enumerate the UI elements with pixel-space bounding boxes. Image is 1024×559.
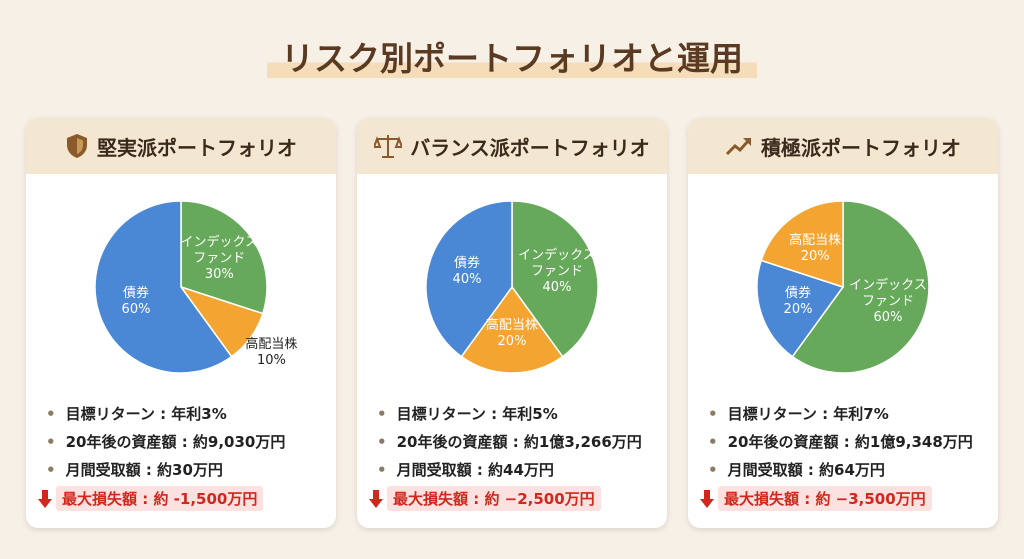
slice-label: 債券 20%: [784, 286, 813, 318]
card-header: 積極派ポートフォリオ: [688, 118, 998, 174]
slice-label: 高配当株 20%: [789, 233, 841, 265]
slice-label: 高配当株 20%: [486, 318, 538, 350]
bullet-list: 目標リターン : 年利5% 20年後の資産額 : 約1億3,266万円 月間受取…: [357, 394, 667, 484]
slice-value: 20%: [800, 248, 830, 264]
slice-value: 60%: [873, 309, 903, 325]
pie-area: インデックス ファンド 40% 高配当株 20% 債券 40%: [357, 174, 667, 394]
down-arrow: [38, 489, 52, 508]
pie-slice: [756, 259, 845, 358]
slice-category: 債券: [784, 285, 811, 301]
pie-slice: [511, 200, 599, 358]
slice-category: 高配当株: [485, 318, 539, 334]
bullet: 目標リターン : 年利7%: [708, 400, 998, 428]
pie-area: インデックス ファンド 30% 高配当株 10% 債券 60%: [26, 174, 336, 394]
card-title: 積極派ポートフォリオ: [761, 135, 961, 160]
page-title: リスク別ポートフォリオと運用: [0, 32, 1024, 80]
slice-label: 債券 60%: [122, 286, 151, 318]
slice-label: 債券 40%: [453, 256, 482, 288]
slice-label: 高配当株 10%: [245, 337, 297, 369]
bullet: 目標リターン : 年利5%: [377, 400, 667, 428]
bullet: 月間受取額 : 約44万円: [377, 456, 667, 484]
slice-value: 20%: [497, 334, 527, 350]
loss-text: 最大損失額 : 約 −2,500万円: [387, 486, 601, 511]
slice-label: インデックス ファンド 40%: [518, 248, 596, 296]
bullet: 月間受取額 : 約64万円: [708, 456, 998, 484]
scale-icon: [374, 135, 403, 158]
slice-category: 高配当株: [789, 232, 842, 248]
slice-value: 10%: [256, 352, 286, 368]
slice-category: 債券: [453, 256, 480, 272]
pie-slice: [791, 200, 930, 374]
slice-category: 高配当株: [245, 336, 298, 352]
pie-chart: [756, 200, 930, 374]
pie-slice: [425, 200, 513, 358]
bullet-list: 目標リターン : 年利3% 20年後の資産額 : 約9,030万円 月間受取額 …: [26, 394, 336, 484]
pie-slice: [180, 200, 268, 315]
loss-text: 最大損失額 : 約 -1,500万円: [56, 486, 264, 511]
slice-value: 20%: [783, 301, 813, 317]
slice-value: 40%: [452, 272, 482, 288]
card-title: バランス派ポートフォリオ: [410, 135, 650, 160]
slice-category: 債券: [122, 285, 149, 301]
pie-chart: [425, 200, 599, 374]
trend-icon: [725, 138, 751, 156]
pie-area: インデックス ファンド 60% 債券 20% 高配当株 20%: [688, 174, 998, 394]
loss-row: 最大損失額 : 約 -1,500万円: [38, 486, 336, 511]
card-title: 堅実派ポートフォリオ: [97, 135, 297, 160]
pie-slice: [94, 200, 233, 374]
slice-category: インデックス ファンド: [849, 277, 927, 309]
title-text: リスク別ポートフォリオと運用: [267, 39, 757, 78]
slice-value: 40%: [542, 280, 572, 296]
slice-value: 30%: [204, 267, 234, 283]
bullet-list: 目標リターン : 年利7% 20年後の資産額 : 約1億9,348万円 月間受取…: [688, 394, 998, 484]
bullet: 月間受取額 : 約30万円: [46, 456, 336, 484]
slice-label: インデックス ファンド 30%: [180, 235, 258, 283]
shield-icon: [67, 134, 87, 158]
loss-row: 最大損失額 : 約 −3,500万円: [700, 486, 998, 511]
slice-value: 60%: [121, 301, 151, 317]
loss-row: 最大損失額 : 約 −2,500万円: [369, 486, 667, 511]
pie-chart: [94, 200, 268, 374]
bullet: 目標リターン : 年利3%: [46, 400, 336, 428]
slice-category: インデックス ファンド: [180, 235, 259, 267]
pie-slice: [760, 200, 844, 289]
slice-label: インデックス ファンド 60%: [849, 278, 927, 326]
card: バランス派ポートフォリオ インデックス ファンド 40% 高配当株 20% 債券 40% …: [357, 118, 667, 528]
loss-text: 最大損失額 : 約 −3,500万円: [718, 486, 932, 511]
card-header: 堅実派ポートフォリオ: [26, 118, 336, 174]
bullet: 20年後の資産額 : 約1億9,348万円: [708, 428, 998, 456]
card-header: バランス派ポートフォリオ: [357, 118, 667, 174]
bullet: 20年後の資産額 : 約9,030万円: [46, 428, 336, 456]
slice-category: インデックス ファンド: [518, 248, 596, 280]
down-arrow: [700, 489, 714, 508]
pie-slice: [460, 285, 564, 374]
down-arrow: [369, 489, 383, 508]
bullet: 20年後の資産額 : 約1億3,266万円: [377, 428, 667, 456]
